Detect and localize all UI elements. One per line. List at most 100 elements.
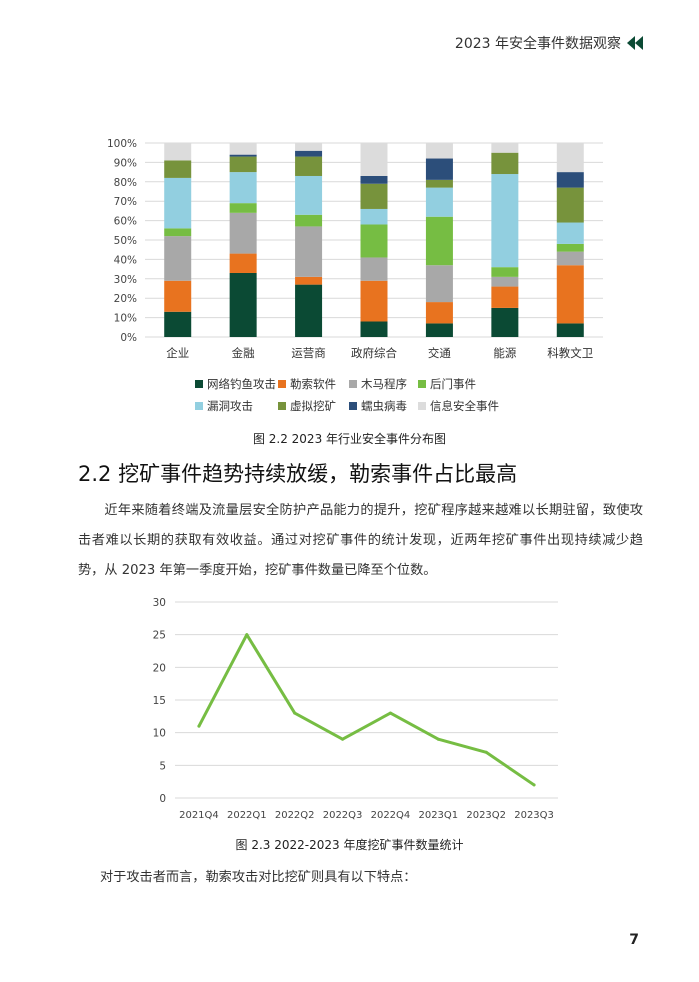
y-tick-label: 100%	[107, 138, 137, 150]
bar-segment	[556, 222, 584, 244]
legend-label: 信息安全事件	[430, 399, 499, 413]
bar-segment	[229, 212, 257, 254]
y-tick-label: 40%	[114, 254, 137, 266]
data-point	[293, 711, 297, 715]
legend-swatch	[349, 402, 357, 410]
y-tick-label: 30	[153, 597, 166, 609]
legend-label: 勒索软件	[290, 377, 336, 391]
x-tick-label: 2021Q4	[179, 810, 219, 821]
legend-swatch	[195, 380, 203, 388]
bar-segment	[164, 177, 192, 229]
legend-label: 木马程序	[361, 377, 407, 391]
bar-segment	[491, 152, 519, 175]
page-header: 2023 年安全事件数据观察	[455, 33, 643, 53]
x-tick-label: 2022Q2	[275, 810, 315, 821]
bar-segment	[425, 187, 453, 217]
bar-segment	[425, 265, 453, 303]
page-number: 7	[629, 932, 639, 948]
x-tick-label: 政府综合	[351, 346, 397, 360]
line-chart: 0 5 10 15 20 25 30 2021Q4 2022Q1 2022Q2 2022Q3 2022…	[153, 597, 558, 821]
x-tick-label: 交通	[428, 346, 451, 360]
bar-segment	[229, 272, 257, 337]
bar-segment	[360, 143, 388, 176]
y-tick-label: 60%	[114, 216, 137, 228]
bar-segment	[295, 175, 323, 215]
bar-segment	[491, 143, 519, 153]
legend-label: 蠕虫病毒	[361, 399, 407, 413]
x-tick-label: 2022Q4	[371, 810, 411, 821]
bar-segment	[229, 253, 257, 273]
bar-segment	[360, 183, 388, 209]
body-paragraph: 近年来随着终端及流量层安全防护产品能力的提升，挖矿程序越来越难以长期驻留，致使攻…	[78, 503, 643, 578]
y-tick-label: 5	[159, 760, 166, 772]
bar-segment	[295, 284, 323, 337]
bar-segment	[360, 257, 388, 281]
y-tick-label: 15	[153, 695, 166, 707]
bar-segment	[295, 143, 323, 151]
legend-swatch	[418, 380, 426, 388]
bar-segment	[164, 280, 192, 312]
data-point	[532, 783, 536, 787]
bar-segment	[425, 143, 453, 159]
bar-segment	[295, 276, 323, 285]
bar-segment	[229, 154, 257, 157]
legend-label: 虚拟挖矿	[290, 399, 336, 413]
x-tick-label: 运营商	[291, 346, 326, 360]
data-point	[341, 737, 345, 741]
bar-segment	[556, 143, 584, 173]
x-tick-label: 科教文卫	[547, 346, 593, 360]
bar-segment	[425, 158, 453, 180]
bar-segment	[360, 208, 388, 225]
bar-segment	[164, 160, 192, 178]
bar-segment	[491, 276, 519, 287]
bar-segment	[164, 143, 192, 161]
data-point	[197, 724, 201, 728]
bar-segment	[491, 286, 519, 308]
x-tick-label: 能源	[493, 346, 516, 360]
double-chevron-left-icon	[627, 36, 643, 50]
legend-swatch	[278, 402, 286, 410]
y-tick-label: 50%	[114, 235, 137, 247]
bar-segment	[295, 214, 323, 227]
data-point	[484, 750, 488, 754]
bar-segment	[229, 156, 257, 173]
bar-segment	[229, 172, 257, 204]
bar-segment	[295, 150, 323, 157]
bar-segment	[556, 251, 584, 266]
figure-caption-2-2: 图 2.2 2023 年行业安全事件分布图	[252, 432, 447, 446]
legend-swatch	[418, 402, 426, 410]
bar-segment	[164, 311, 192, 337]
x-tick-label: 金融	[232, 346, 255, 360]
figure-caption-2-3: 图 2.3 2022-2023 年度挖矿事件数量统计	[235, 838, 464, 852]
legend-item: 虚拟挖矿	[278, 398, 336, 414]
section-heading: 2.2 挖矿事件趋势持续放缓，勒索事件占比最高	[78, 462, 518, 486]
bar-segment	[556, 265, 584, 324]
bar-segment	[556, 187, 584, 223]
y-tick-label: 10%	[114, 313, 137, 325]
y-tick-label: 30%	[114, 274, 137, 286]
x-tick-label: 2023Q1	[418, 810, 458, 821]
y-tick-label: 25	[153, 630, 166, 642]
legend-label: 网络钓鱼攻击	[207, 377, 276, 391]
bar-segment	[491, 267, 519, 277]
bar-segment	[491, 174, 519, 268]
bar-segment	[360, 224, 388, 258]
stacked-bar-chart: 0% 10% 20% 30% 40% 50% 60% 70% 80% 90% 100% 企业 金融 运营商…	[107, 138, 603, 360]
bar-segment	[164, 228, 192, 237]
y-tick-label: 20%	[114, 293, 137, 305]
x-tick-label: 2023Q2	[466, 810, 506, 821]
y-tick-label: 20	[153, 662, 166, 674]
series-line	[197, 633, 536, 787]
x-tick-label: 2022Q3	[323, 810, 363, 821]
legend-swatch	[349, 380, 357, 388]
bar-segment	[556, 323, 584, 337]
legend-label: 后门事件	[430, 377, 476, 391]
data-point	[388, 711, 392, 715]
x-tick-label: 2022Q1	[227, 810, 267, 821]
bar-segment	[360, 280, 388, 322]
legend-swatch	[195, 402, 203, 410]
bar-segment	[425, 323, 453, 337]
bar-segment	[425, 216, 453, 266]
bar-segment	[229, 143, 257, 155]
legend-item: 后门事件	[418, 376, 476, 392]
